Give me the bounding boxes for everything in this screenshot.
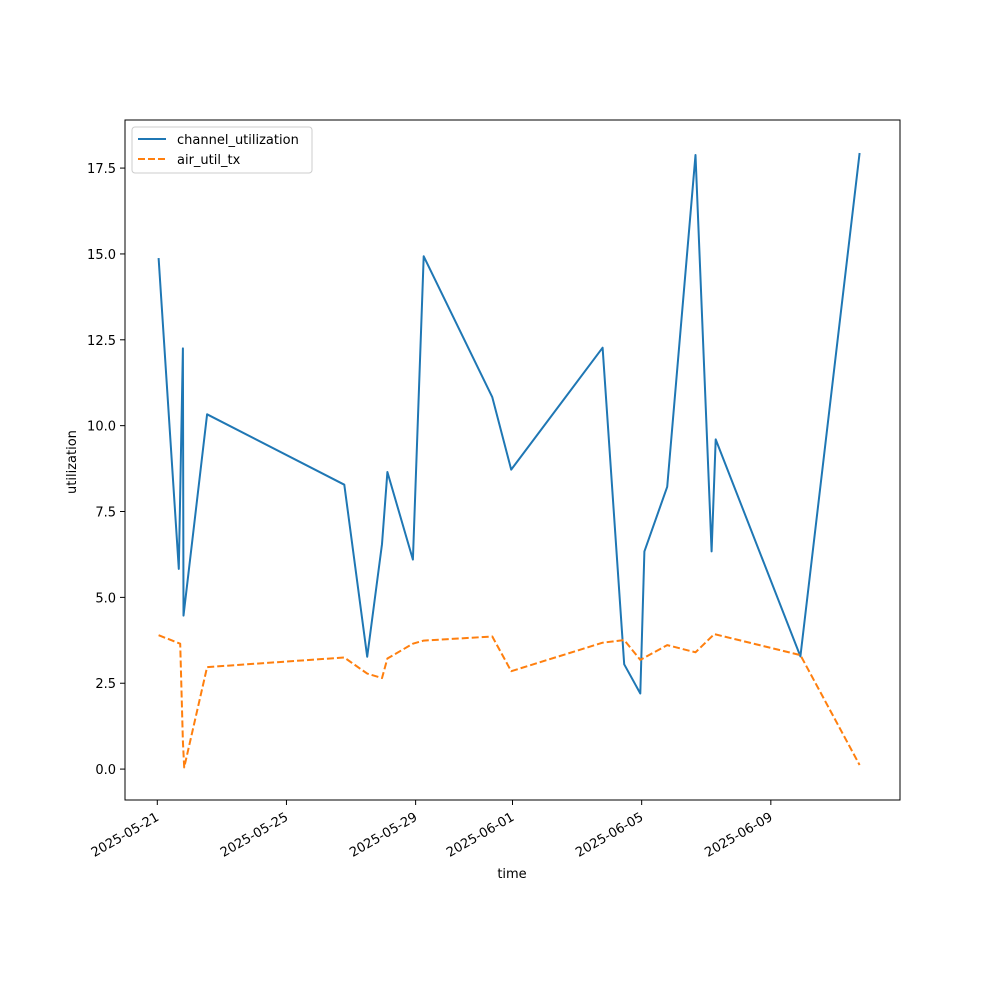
legend-label-air-util-tx: air_util_tx — [177, 153, 241, 168]
y-tick-label: 12.5 — [87, 334, 116, 349]
y-tick-label: 7.5 — [95, 506, 116, 521]
y-tick-label: 0.0 — [95, 763, 116, 778]
legend-label-channel-utilization: channel_utilization — [177, 133, 299, 148]
y-tick-label: 5.0 — [95, 591, 116, 606]
x-axis-label: time — [497, 867, 526, 882]
series-line-air-util-tx — [158, 633, 861, 769]
y-tick-label: 2.5 — [95, 677, 116, 692]
series-lines — [157, 152, 861, 769]
y-axis-label: utilization — [65, 430, 80, 494]
series-line-channel-utilization — [157, 152, 861, 695]
legend: channel_utilization air_util_tx — [131, 126, 313, 174]
y-tick-label: 15.0 — [87, 248, 116, 263]
legend-box — [131, 126, 313, 174]
y-axis-ticks: 0.0 2.5 5.0 7.5 10.0 12.5 15.0 17.5 — [87, 162, 125, 778]
y-tick-label: 17.5 — [87, 162, 116, 177]
y-tick-label: 10.0 — [87, 420, 116, 435]
